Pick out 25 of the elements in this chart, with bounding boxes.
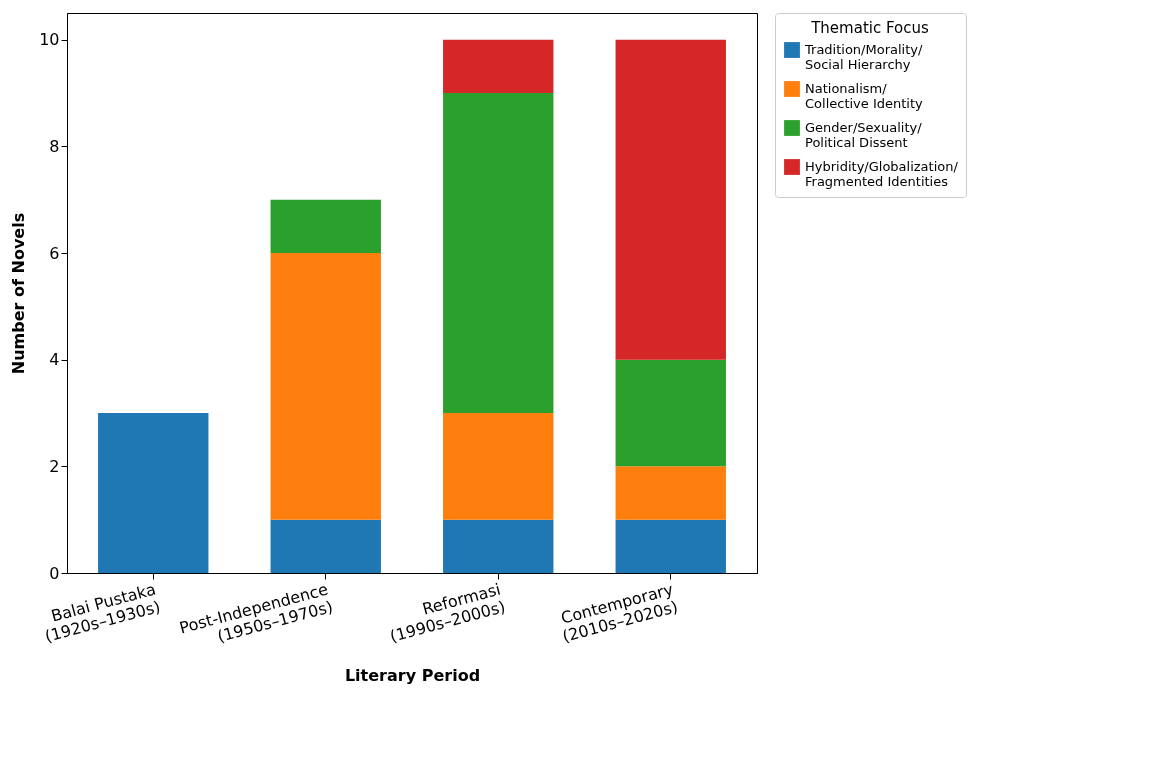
bar (443, 519, 554, 573)
y-tick-label: 6 (49, 243, 60, 263)
bar (270, 199, 381, 253)
legend-label: Tradition/Morality/ Social Hierarchy (804, 42, 923, 72)
bar (270, 253, 381, 520)
legend-title: Thematic Focus (810, 19, 929, 37)
bar (443, 93, 554, 413)
y-tick-label: 2 (49, 456, 60, 476)
bar (270, 519, 381, 573)
y-tick-label: 0 (49, 563, 60, 583)
y-axis-title: Number of Novels (9, 212, 29, 375)
y-tick-label: 10 (39, 30, 60, 50)
x-axis-title: Literary Period (344, 665, 481, 685)
bar (615, 359, 726, 467)
legend-label: Gender/Sexuality/ Political Dissent (805, 120, 923, 150)
legend-label: Hybridity/Globalization/ Fragmented Identities (805, 159, 959, 189)
bar (443, 39, 554, 93)
bar (615, 39, 726, 360)
y-tick-label: 8 (49, 136, 60, 156)
legend-label: Nationalism/ Collective Identity (805, 81, 924, 111)
bar (443, 413, 554, 520)
bar (615, 519, 726, 573)
y-tick-label: 4 (49, 350, 60, 370)
bar (615, 466, 726, 520)
bar (98, 413, 209, 573)
